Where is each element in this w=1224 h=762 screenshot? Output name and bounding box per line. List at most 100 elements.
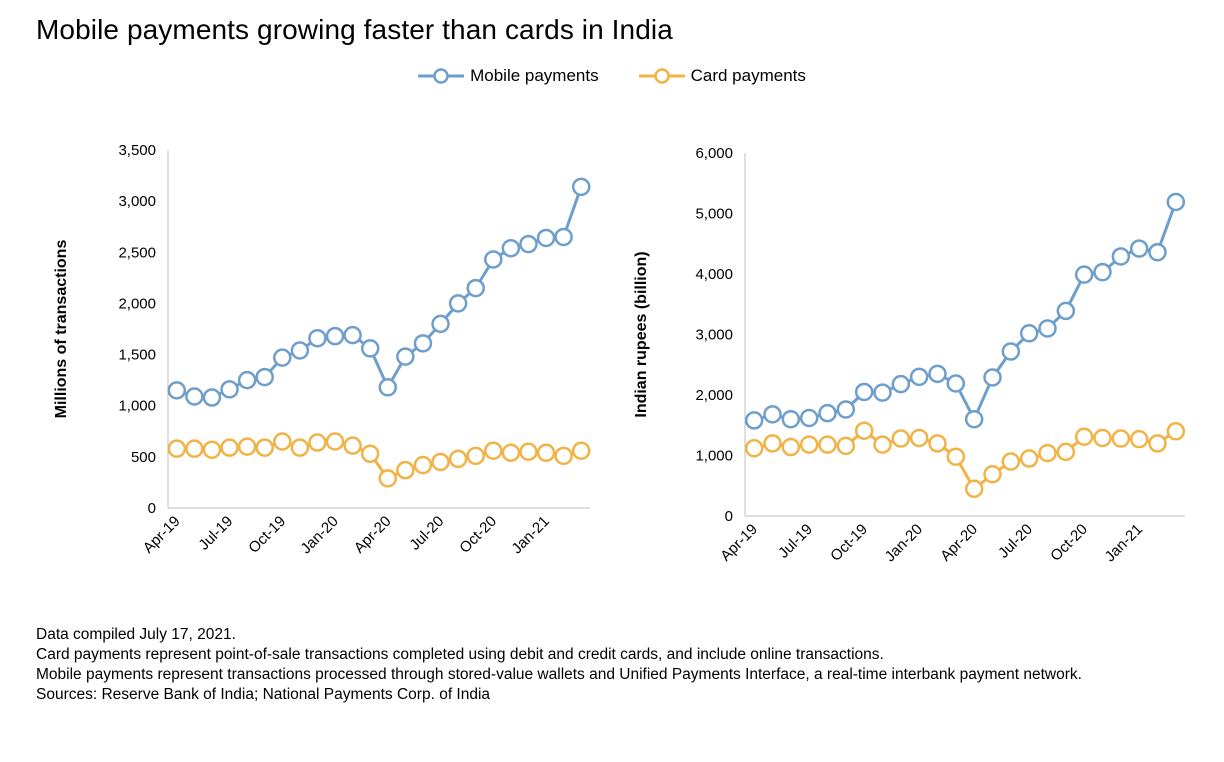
y-tick-label: 500: [131, 449, 156, 466]
data-point-card: [928, 434, 947, 453]
data-point-card: [781, 437, 801, 457]
legend-item-card: Card payments: [638, 66, 806, 86]
data-point-mobile: [220, 380, 239, 399]
data-point-mobile: [484, 250, 503, 269]
data-point-mobile: [343, 325, 362, 345]
x-tick-label: Apr-20: [351, 513, 395, 557]
data-point-mobile: [202, 388, 222, 407]
data-point-mobile: [763, 405, 782, 424]
data-point-mobile: [854, 382, 874, 402]
y-tick-label: 1,000: [118, 398, 156, 415]
data-point-card: [1001, 452, 1021, 471]
data-point-card: [202, 440, 222, 459]
legend: Mobile payments Card payments: [0, 66, 1224, 86]
data-point-card: [571, 441, 591, 460]
footnote-sources: Sources: Reserve Bank of India; National…: [36, 686, 491, 703]
data-point-mobile: [554, 227, 573, 247]
data-point-card: [448, 449, 468, 469]
data-point-mobile: [1111, 247, 1131, 266]
data-point-card: [325, 432, 345, 451]
x-tick-label: Jan-21: [1102, 521, 1146, 565]
chart-panel-1: 0 500 1,000 1,500 2,000 2,500 3,000 3,500 Millio…: [53, 142, 591, 557]
data-point-card: [378, 469, 398, 488]
x-tick-label: Jan-20: [882, 521, 926, 565]
data-point-mobile: [501, 238, 521, 258]
data-point-mobile: [1074, 265, 1094, 284]
data-point-mobile: [448, 294, 468, 313]
data-point-mobile: [909, 367, 929, 387]
legend-label-card: Card payments: [690, 66, 806, 85]
data-point-mobile: [1001, 342, 1021, 361]
y-tick-label: 2,000: [695, 387, 733, 404]
data-point-mobile: [1129, 239, 1149, 258]
data-point-card: [763, 434, 782, 453]
footnotes: Data compiled July 17, 2021. Card paymen…: [36, 625, 1206, 705]
series-line-mobile: [753, 201, 1178, 422]
data-point-mobile: [255, 367, 274, 387]
y-tick-label: 3,000: [695, 327, 733, 344]
data-point-card: [536, 443, 556, 463]
footnote-card: Card payments represent point-of-sale tr…: [36, 646, 884, 663]
data-point-card: [983, 465, 1002, 484]
y-axis-title: Millions of transactions: [53, 240, 70, 419]
footnote-compiled: Data compiled July 17, 2021.: [36, 626, 236, 643]
data-point-mobile: [325, 326, 345, 346]
data-point-mobile: [290, 341, 310, 360]
data-point-card: [744, 438, 764, 458]
data-point-mobile: [818, 403, 837, 423]
data-point-card: [854, 421, 874, 440]
data-point-mobile: [167, 381, 187, 400]
data-point-card: [466, 446, 485, 466]
data-point-mobile: [873, 383, 892, 402]
data-point-card: [273, 432, 292, 451]
data-point-card: [484, 441, 503, 460]
data-point-card: [501, 443, 521, 463]
x-tick-label: Oct-20: [1047, 521, 1091, 565]
y-tick-label: 5,000: [695, 206, 733, 223]
footnote-mobile: Mobile payments represent transactions p…: [36, 666, 1082, 683]
data-point-card: [873, 435, 892, 454]
series-line-mobile: [176, 186, 583, 399]
y-tick-label: 3,000: [118, 193, 156, 210]
data-point-card: [220, 438, 239, 457]
data-point-card: [1038, 443, 1057, 463]
data-point-card: [167, 439, 187, 458]
data-point-card: [1093, 428, 1112, 448]
legend-label-mobile: Mobile payments: [470, 66, 599, 85]
data-point-card: [185, 439, 204, 458]
data-point-card: [1129, 429, 1149, 449]
data-point-card: [836, 436, 856, 456]
data-point-card: [1148, 434, 1167, 453]
x-tick-label: Jul-19: [775, 521, 816, 562]
y-tick-label: 1,500: [118, 347, 156, 364]
data-point-mobile: [744, 411, 764, 430]
x-tick-label: Oct-19: [245, 513, 289, 557]
y-tick-label: 0: [148, 500, 156, 517]
x-tick-label: Jan-20: [297, 513, 341, 557]
data-point-mobile: [1056, 301, 1076, 321]
data-point-mobile: [891, 374, 911, 394]
data-point-card: [1056, 442, 1076, 462]
y-tick-label: 1,000: [695, 448, 733, 465]
y-tick-label: 4,000: [695, 266, 733, 283]
data-point-mobile: [308, 328, 327, 348]
data-point-mobile: [1038, 319, 1057, 338]
data-point-card: [1166, 422, 1186, 441]
data-point-mobile: [466, 278, 485, 298]
data-point-card: [396, 460, 415, 480]
data-point-mobile: [1019, 324, 1039, 343]
x-tick-label: Jan-21: [508, 513, 552, 557]
data-point-card: [818, 435, 837, 454]
data-point-mobile: [536, 228, 556, 248]
y-tick-label: 2,000: [118, 295, 156, 312]
data-point-mobile: [185, 387, 204, 406]
data-point-card: [964, 479, 984, 499]
legend-item-mobile: Mobile payments: [418, 66, 599, 86]
chart-title: Mobile payments growing faster than card…: [36, 14, 673, 45]
data-point-mobile: [1166, 192, 1186, 212]
x-tick-label: Apr-19: [717, 521, 761, 565]
data-point-mobile: [519, 234, 538, 254]
data-point-mobile: [781, 409, 801, 429]
data-point-card: [308, 433, 327, 452]
data-point-card: [255, 438, 274, 457]
